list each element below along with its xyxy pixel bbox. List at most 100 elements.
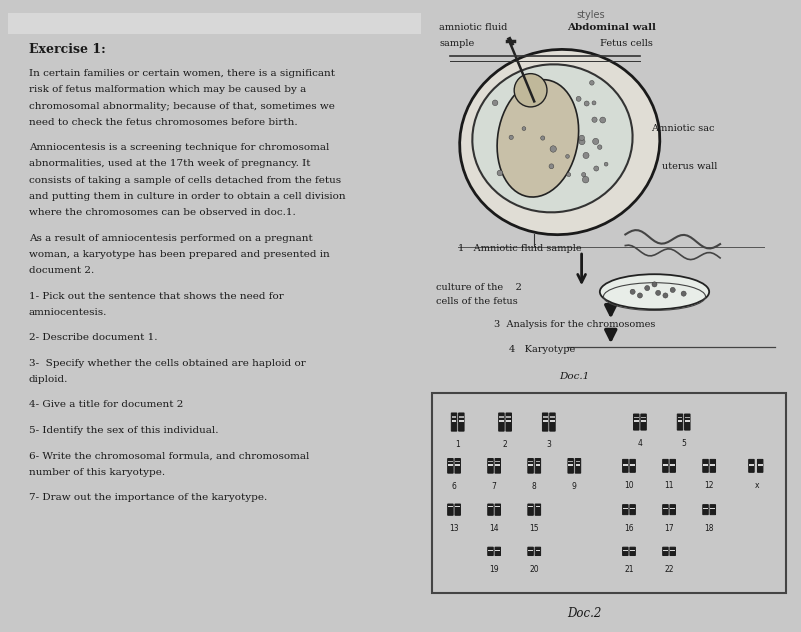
Circle shape (514, 74, 547, 107)
FancyBboxPatch shape (528, 459, 533, 473)
Text: amniotic fluid: amniotic fluid (440, 23, 508, 32)
Circle shape (638, 293, 642, 298)
Text: Abdominal wall: Abdominal wall (567, 23, 656, 32)
Bar (8, 13, 421, 34)
FancyBboxPatch shape (568, 459, 574, 473)
Text: 15: 15 (529, 525, 539, 533)
FancyBboxPatch shape (685, 414, 690, 430)
Bar (663, 465, 668, 466)
Ellipse shape (497, 80, 578, 197)
Circle shape (681, 291, 686, 296)
Circle shape (497, 170, 503, 176)
Text: chromosomal abnormality; because of that, sometimes we: chromosomal abnormality; because of that… (29, 102, 335, 111)
Text: 9: 9 (572, 482, 577, 491)
Circle shape (582, 173, 586, 177)
FancyBboxPatch shape (528, 547, 533, 556)
Text: document 2.: document 2. (29, 266, 94, 275)
FancyBboxPatch shape (662, 504, 668, 514)
Bar (630, 508, 635, 509)
FancyBboxPatch shape (622, 504, 628, 514)
Text: 20: 20 (529, 565, 539, 574)
Text: 14: 14 (489, 525, 499, 533)
Bar (685, 420, 690, 422)
Text: 5: 5 (681, 439, 686, 448)
Bar (455, 465, 460, 466)
Text: consists of taking a sample of cells detached from the fetus: consists of taking a sample of cells det… (29, 176, 340, 185)
Bar (495, 461, 500, 462)
Bar (506, 420, 511, 422)
Text: 8: 8 (532, 482, 537, 491)
Bar (670, 550, 675, 551)
Text: abnormalities, used at the 17th week of pregnancy. It: abnormalities, used at the 17th week of … (29, 159, 310, 169)
FancyBboxPatch shape (535, 547, 541, 556)
FancyBboxPatch shape (749, 459, 755, 472)
Text: 7- Draw out the importance of the karyotype.: 7- Draw out the importance of the karyot… (29, 493, 267, 502)
FancyBboxPatch shape (670, 547, 675, 556)
Text: Fetus cells: Fetus cells (600, 39, 653, 48)
FancyBboxPatch shape (495, 547, 501, 556)
Bar (641, 416, 646, 418)
Circle shape (592, 101, 596, 105)
FancyBboxPatch shape (535, 504, 541, 515)
Bar (448, 465, 453, 466)
FancyBboxPatch shape (670, 459, 675, 472)
Text: culture of the    2: culture of the 2 (436, 283, 521, 291)
Bar (506, 416, 511, 418)
Text: 1- Pick out the sentence that shows the need for: 1- Pick out the sentence that shows the … (29, 291, 284, 301)
Text: amniocentesis.: amniocentesis. (29, 308, 107, 317)
Text: 1   Amniotic fluid sample: 1 Amniotic fluid sample (457, 244, 582, 253)
Text: Exercise 1:: Exercise 1: (29, 44, 106, 56)
Bar (710, 508, 715, 509)
Text: 19: 19 (489, 565, 499, 574)
Text: 22: 22 (664, 565, 674, 574)
Bar (550, 420, 555, 422)
Bar (634, 420, 638, 422)
FancyBboxPatch shape (499, 413, 504, 431)
FancyBboxPatch shape (448, 459, 453, 473)
Circle shape (584, 101, 590, 106)
FancyBboxPatch shape (455, 504, 461, 515)
Circle shape (582, 176, 589, 183)
FancyBboxPatch shape (758, 459, 763, 472)
Circle shape (579, 135, 585, 140)
FancyBboxPatch shape (455, 459, 461, 473)
Bar (488, 550, 493, 551)
FancyBboxPatch shape (630, 504, 635, 514)
Bar (459, 420, 464, 422)
Bar (685, 416, 690, 418)
Text: 18: 18 (704, 524, 714, 533)
Bar (543, 416, 548, 418)
Bar (459, 416, 464, 418)
FancyBboxPatch shape (662, 459, 668, 472)
FancyBboxPatch shape (630, 459, 635, 472)
Text: 3  Analysis for the chromosomes: 3 Analysis for the chromosomes (494, 320, 655, 329)
Text: 3: 3 (546, 441, 551, 449)
Circle shape (509, 135, 513, 140)
FancyBboxPatch shape (488, 459, 493, 473)
Bar (634, 416, 638, 418)
FancyBboxPatch shape (451, 413, 457, 431)
Text: 6: 6 (452, 482, 457, 491)
Text: 21: 21 (624, 565, 634, 574)
FancyBboxPatch shape (549, 413, 555, 431)
FancyBboxPatch shape (634, 414, 639, 430)
Bar (623, 550, 628, 551)
Ellipse shape (600, 274, 709, 309)
Bar (536, 465, 540, 466)
Bar (499, 416, 504, 418)
Text: 4- Give a title for document 2: 4- Give a title for document 2 (29, 401, 183, 410)
Circle shape (550, 146, 557, 152)
Text: cells of the fetus: cells of the fetus (436, 296, 517, 306)
Bar (536, 550, 540, 551)
Circle shape (600, 117, 606, 123)
Bar (536, 461, 540, 462)
Text: sample: sample (440, 39, 475, 48)
Bar (678, 416, 682, 418)
Bar (663, 508, 668, 509)
Text: 10: 10 (624, 482, 634, 490)
FancyBboxPatch shape (630, 547, 635, 556)
Bar (528, 461, 533, 462)
Text: risk of fetus malformation which may be caused by a: risk of fetus malformation which may be … (29, 85, 306, 94)
Bar (641, 420, 646, 422)
Bar (550, 416, 555, 418)
